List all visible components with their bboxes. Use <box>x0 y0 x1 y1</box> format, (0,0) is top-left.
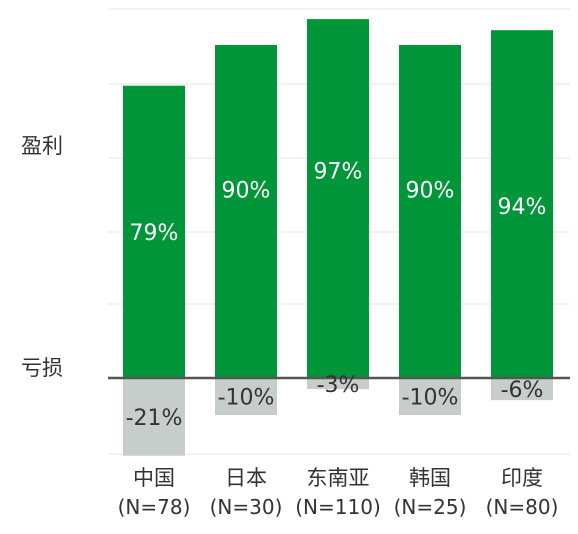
x-tick-label-4: 印度 <box>501 466 543 490</box>
data-label-loss-4: -6% <box>501 378 544 403</box>
x-tick-label-3: 韩国 <box>409 466 451 490</box>
data-label-profit-0: 79% <box>130 221 179 246</box>
bar-profit-3 <box>399 45 461 378</box>
data-label-loss-0: -21% <box>126 406 183 431</box>
bar-profit-2 <box>307 19 369 378</box>
bar-profit-1 <box>215 45 277 378</box>
x-tick-sublabel-3: (N=25) <box>394 495 467 519</box>
series-label-profit: 盈利 <box>21 134 63 158</box>
bar-profit-4 <box>491 30 553 378</box>
bar-loss-4 <box>491 378 553 401</box>
x-tick-sublabel-0: (N=78) <box>118 495 191 519</box>
data-label-profit-2: 97% <box>314 160 363 185</box>
x-tick-sublabel-1: (N=30) <box>210 495 283 519</box>
x-tick-label-1: 日本 <box>225 466 267 490</box>
series-label-loss: 亏损 <box>21 356 63 380</box>
bar-loss-3 <box>399 378 461 415</box>
data-label-profit-4: 94% <box>498 195 547 220</box>
bar-loss-2 <box>307 378 369 390</box>
bar-loss-0 <box>123 378 185 456</box>
bar-loss-1 <box>215 378 277 415</box>
data-label-profit-3: 90% <box>406 179 455 204</box>
data-label-loss-1: -10% <box>218 386 275 411</box>
data-labels: 79% -21% 90% -10% 97% -3% 90% -10% 94% -6% <box>126 160 547 431</box>
data-label-loss-2: -3% <box>317 373 360 398</box>
x-tick-label-0: 中国 <box>133 466 175 490</box>
bar-profit-0 <box>123 85 185 378</box>
x-tick-label-2: 东南亚 <box>307 466 370 490</box>
x-tick-sublabel-4: (N=80) <box>486 495 559 519</box>
x-tick-sublabel-2: (N=110) <box>295 495 381 519</box>
x-axis-labels: 中国 (N=78) 日本 (N=30) 东南亚 (N=110) 韩国 (N=25) 印度 (N=8… <box>118 466 559 519</box>
data-label-loss-3: -10% <box>402 386 459 411</box>
bars <box>123 19 553 456</box>
data-label-profit-1: 90% <box>222 179 271 204</box>
